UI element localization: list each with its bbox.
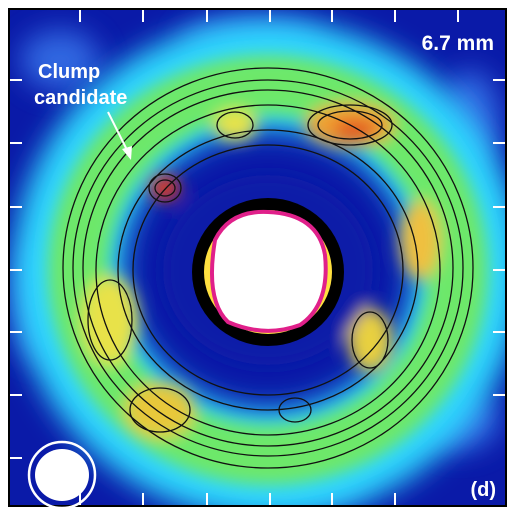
wavelength-label: 6.7 mm (422, 32, 494, 55)
panel-label: (d) (470, 479, 496, 501)
beam (35, 449, 89, 501)
intensity-map (10, 10, 505, 505)
annotation-line-2: candidate (34, 87, 127, 109)
central-peak (212, 212, 326, 331)
figure-panel: Clump candidate 6.7 mm (d) (0, 0, 515, 513)
annotation-line-1: Clump (38, 61, 100, 83)
